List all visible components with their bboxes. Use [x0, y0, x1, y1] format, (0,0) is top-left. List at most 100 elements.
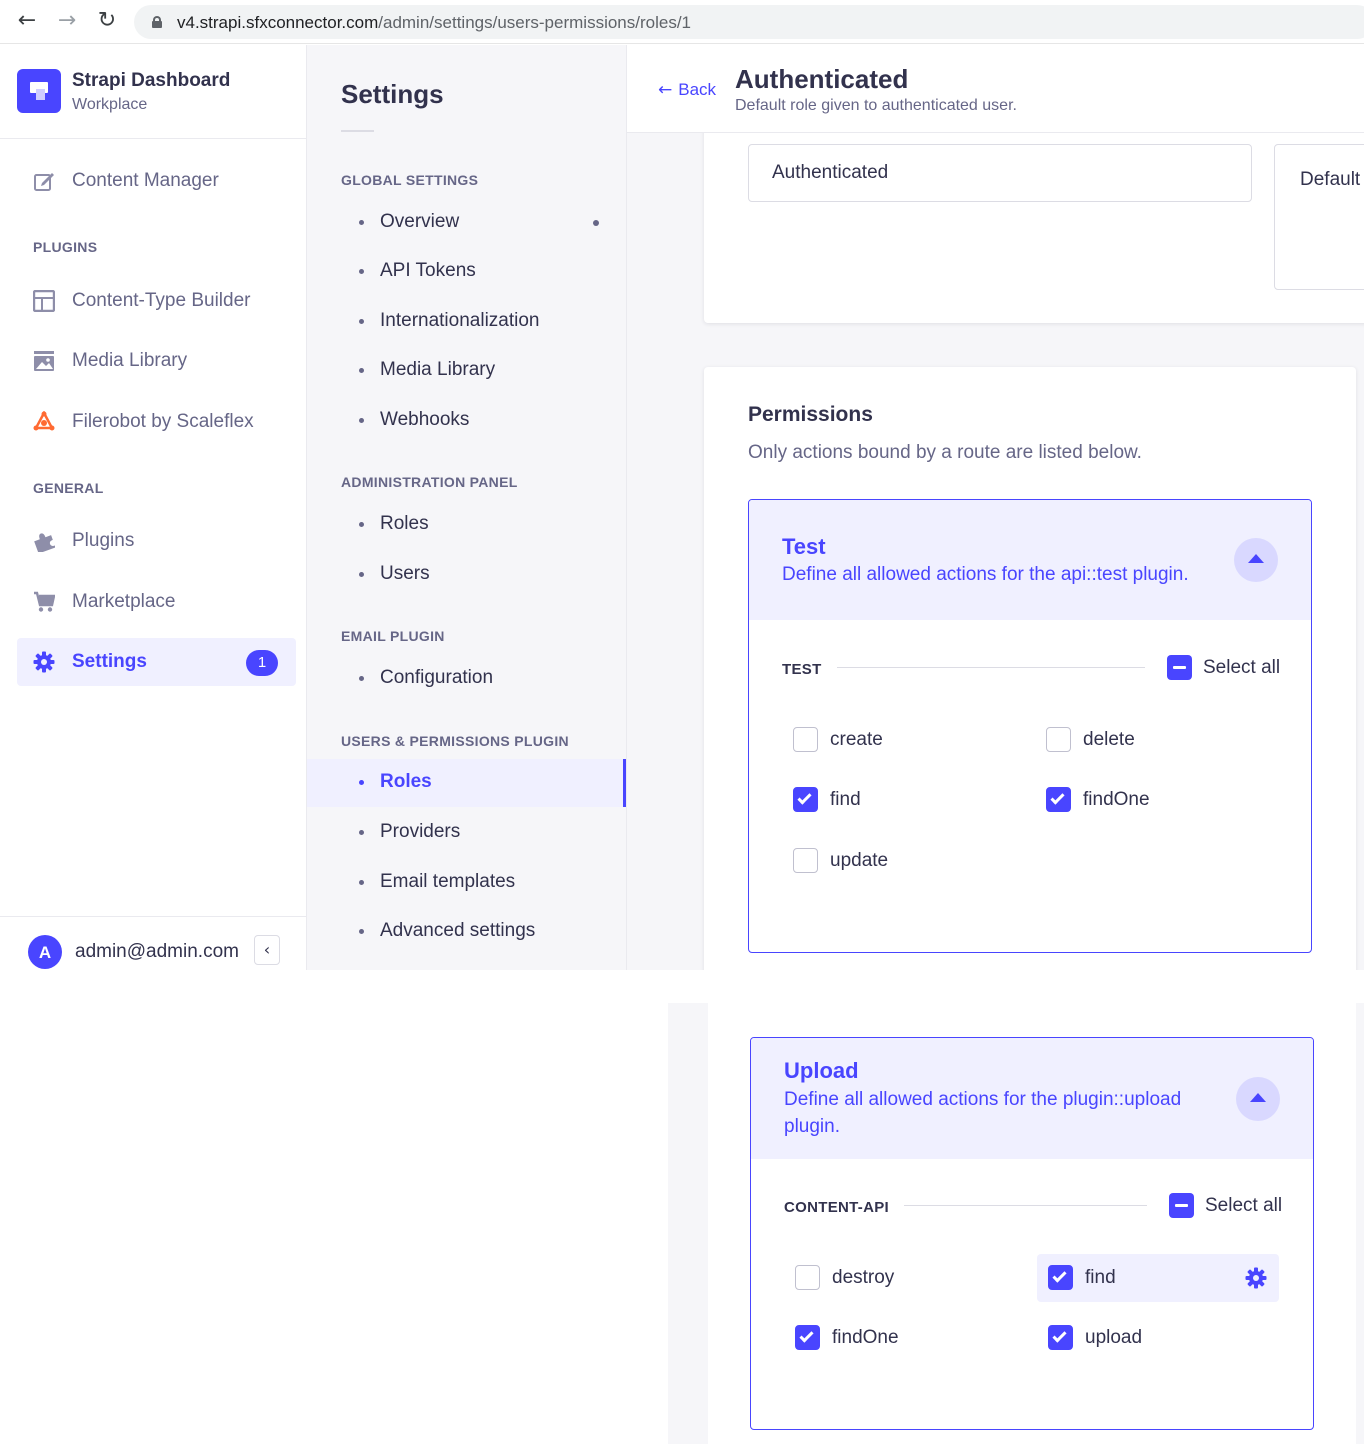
accordion-upload: Upload Define all allowed actions for th…	[750, 1037, 1314, 1430]
nav-label: Settings	[72, 651, 147, 672]
role-name-input[interactable]: Authenticated	[748, 144, 1252, 202]
settings-item-advanced-settings[interactable]: Advanced settings	[307, 908, 626, 956]
nav-item-media-library[interactable]: Media Library	[17, 337, 296, 385]
accordion-test: Test Define all allowed actions for the …	[748, 499, 1312, 953]
settings-item-media-library[interactable]: Media Library	[307, 347, 626, 395]
action-checkbox-findone[interactable]: findOne	[1035, 776, 1265, 824]
check-icon	[1052, 1268, 1067, 1283]
url-text: v4.strapi.sfxconnector.com/admin/setting…	[177, 13, 691, 32]
item-label: Roles	[380, 513, 429, 534]
reload-icon[interactable]: ↻	[97, 8, 117, 33]
nav-item-plugins[interactable]: Plugins	[17, 517, 296, 565]
settings-item-configuration[interactable]: Configuration	[307, 655, 626, 703]
accordion-description: Define all allowed actions for the plugi…	[784, 1089, 1182, 1137]
accordion-header[interactable]: Test Define all allowed actions for the …	[749, 500, 1311, 620]
nav-item-content-type-builder[interactable]: Content-Type Builder	[17, 277, 296, 325]
layout-icon	[33, 290, 55, 312]
item-label: Email templates	[380, 871, 516, 892]
nav-item-filerobot[interactable]: Filerobot by Scaleflex	[17, 398, 296, 446]
permissions-title: Permissions	[748, 403, 873, 426]
item-label: API Tokens	[380, 260, 476, 281]
settings-item-overview[interactable]: Overview	[307, 199, 626, 247]
pencil-square-icon	[34, 173, 54, 191]
accordion-toggle-button[interactable]	[1234, 538, 1278, 582]
page-subtitle: Default role given to authenticated user…	[735, 97, 1017, 114]
action-checkbox-destroy[interactable]: destroy	[784, 1254, 1014, 1302]
item-label: Configuration	[380, 667, 494, 688]
action-checkbox-findone[interactable]: findOne	[784, 1314, 1014, 1362]
accordion-toggle-button[interactable]	[1236, 1077, 1280, 1121]
action-checkbox-upload[interactable]: upload	[1037, 1314, 1267, 1362]
nav-label: Filerobot by Scaleflex	[72, 411, 254, 432]
page-header: ← Back Authenticated Default role given t…	[627, 45, 1364, 133]
settings-item-providers[interactable]: Providers	[307, 809, 626, 857]
item-label: Providers	[380, 821, 461, 842]
collapse-nav-button[interactable]: ‹	[254, 935, 280, 965]
settings-item-roles[interactable]: Roles	[307, 501, 626, 549]
accordion-title: Test	[782, 534, 826, 559]
settings-item-webhooks[interactable]: Webhooks	[307, 397, 626, 445]
arrow-left-icon[interactable]: ←	[17, 8, 37, 33]
action-checkbox-create[interactable]: create	[782, 716, 1012, 764]
item-label: Roles	[380, 771, 432, 792]
workplace-brand: Strapi Dashboard Workplace	[0, 45, 307, 139]
avatar: A	[28, 935, 62, 969]
check-icon	[797, 790, 812, 805]
nav-label: Content-Type Builder	[72, 290, 251, 311]
settings-title: Settings	[341, 79, 444, 109]
arrow-left-icon: ←	[658, 80, 673, 100]
permissions-subtitle: Only actions bound by a route are listed…	[748, 442, 1142, 463]
brand-title: Strapi Dashboard	[72, 70, 231, 91]
item-label: Webhooks	[380, 409, 470, 430]
minus-icon	[1169, 1193, 1194, 1218]
permissions-card-continued: Upload Define all allowed actions for th…	[708, 1003, 1356, 1444]
role-details-card: Authenticated Default role given to auth…	[704, 115, 1364, 323]
check-icon	[799, 1328, 814, 1343]
accordion-description: Define all allowed actions for the api::…	[782, 564, 1189, 585]
action-label: update	[830, 850, 889, 871]
gear-icon	[33, 651, 55, 673]
action-checkbox-find[interactable]: find	[782, 776, 1012, 824]
role-description-textarea[interactable]: Default role given to authenticated user…	[1274, 144, 1364, 290]
accordion-header[interactable]: Upload Define all allowed actions for th…	[751, 1038, 1313, 1159]
settings-item-email-templates[interactable]: Email templates	[307, 859, 626, 907]
action-checkbox-find[interactable]: find	[1037, 1254, 1279, 1302]
address-bar[interactable]: v4.strapi.sfxconnector.com/admin/setting…	[134, 5, 1364, 39]
check-icon	[1052, 1328, 1067, 1343]
chevron-up-icon	[1248, 554, 1264, 563]
item-label: Advanced settings	[380, 920, 536, 941]
select-all-label: Select all	[1205, 1195, 1283, 1216]
item-label: Media Library	[380, 359, 496, 380]
nav-item-settings[interactable]: Settings 1	[17, 638, 296, 686]
nav-item-content-manager[interactable]: Content Manager	[17, 157, 296, 205]
shopping-cart-icon	[34, 591, 55, 612]
puzzle-icon	[34, 533, 55, 552]
arrow-right-icon[interactable]: →	[57, 8, 77, 33]
action-label: find	[830, 789, 861, 810]
action-label: destroy	[832, 1267, 895, 1288]
divider	[904, 1205, 1147, 1206]
settings-item-up-roles[interactable]: Roles	[307, 759, 626, 807]
section-email-plugin: EMAIL PLUGIN	[341, 628, 445, 644]
action-checkbox-update[interactable]: update	[782, 837, 1012, 885]
gear-icon[interactable]	[1245, 1267, 1267, 1289]
settings-navigation: Settings GLOBAL SETTINGS Overview API To…	[307, 45, 627, 970]
check-icon	[1050, 790, 1065, 805]
minus-icon	[1167, 655, 1192, 680]
group-label: CONTENT-API	[784, 1199, 889, 1216]
nav-label: Media Library	[72, 350, 188, 371]
user-profile[interactable]: A admin@admin.com ‹	[0, 916, 307, 970]
back-link[interactable]: ← Back	[658, 80, 716, 100]
notification-badge: 1	[246, 650, 278, 676]
settings-item-api-tokens[interactable]: API Tokens	[307, 248, 626, 296]
background-strip	[668, 1003, 708, 1444]
back-label: Back	[678, 80, 717, 99]
nav-item-marketplace[interactable]: Marketplace	[17, 578, 296, 626]
settings-item-users[interactable]: Users	[307, 551, 626, 599]
action-checkbox-delete[interactable]: delete	[1035, 716, 1265, 764]
browser-toolbar: ← → ↻ v4.strapi.sfxconnector.com/admin/s…	[0, 0, 1364, 44]
chevron-left-icon: ‹	[263, 940, 271, 959]
settings-item-internationalization[interactable]: Internationalization	[307, 298, 626, 346]
brand-subtitle: Workplace	[72, 96, 148, 113]
action-label: find	[1085, 1267, 1116, 1288]
